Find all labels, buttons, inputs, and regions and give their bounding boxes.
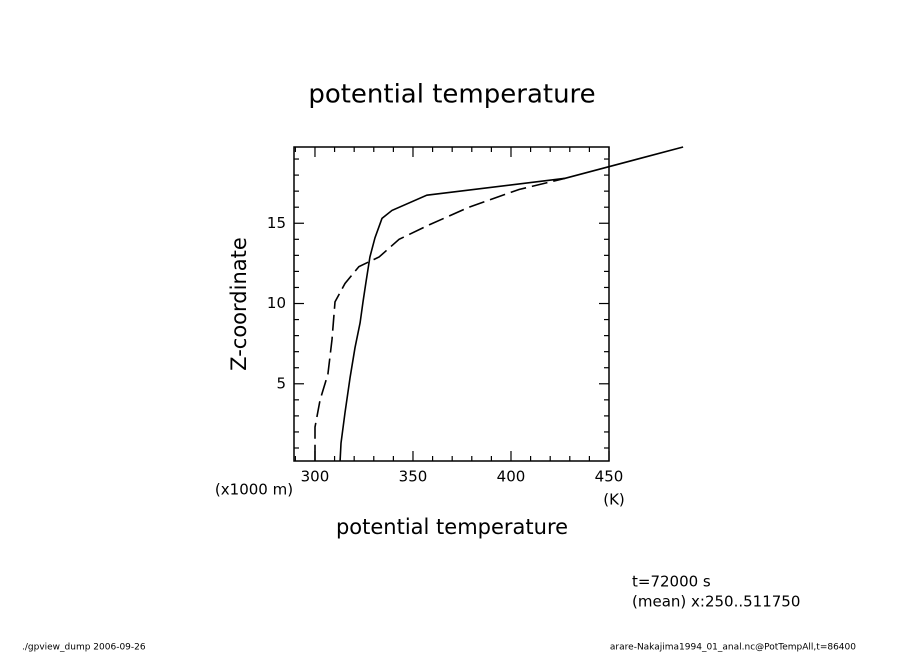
y-axis-unit: (x1000 m) bbox=[215, 481, 293, 499]
x-tick-label: 350 bbox=[399, 468, 428, 486]
annotation: t=72000 s bbox=[632, 573, 711, 591]
chart-title: potential temperature bbox=[308, 80, 595, 110]
x-axis-unit: (K) bbox=[603, 491, 625, 509]
y-tick-label: 10 bbox=[267, 294, 286, 312]
annotation: (mean) x:250..511750 bbox=[632, 593, 800, 611]
data-line bbox=[339, 146, 684, 461]
x-tick-label: 300 bbox=[301, 468, 330, 486]
x-tick-label: 450 bbox=[595, 468, 624, 486]
x-tick-label: 400 bbox=[497, 468, 526, 486]
footer-left: ./gpview_dump 2006-09-26 bbox=[22, 643, 146, 653]
data-line bbox=[314, 177, 566, 461]
x-axis-label: potential temperature bbox=[336, 515, 568, 539]
y-axis-label: Z-coordinate bbox=[227, 237, 251, 371]
footer-right: arare-Nakajima1994_01_anal.nc@PotTempAll… bbox=[610, 643, 856, 653]
y-tick-label: 15 bbox=[267, 214, 286, 232]
y-tick-label: 5 bbox=[276, 374, 286, 392]
